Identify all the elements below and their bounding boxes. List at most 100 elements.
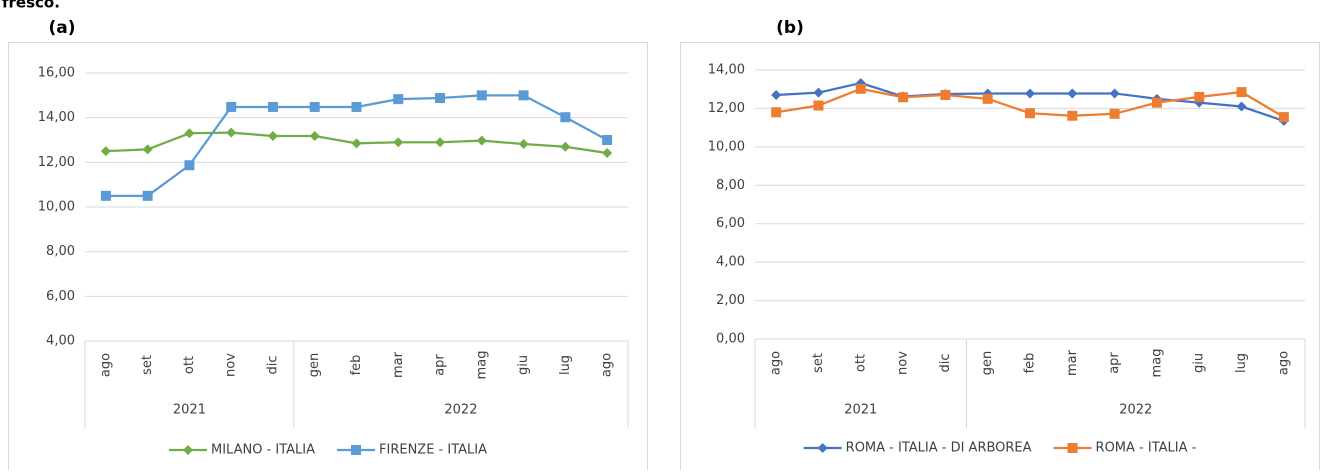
panel-label: (b) [776, 18, 804, 38]
marker [898, 92, 909, 103]
marker [100, 190, 111, 201]
marker [813, 87, 824, 98]
marker [982, 93, 993, 104]
marker [1067, 88, 1078, 99]
group-label: 2022 [1119, 403, 1152, 418]
x-tick-label: apr [1107, 352, 1122, 374]
x-tick-label: apr [433, 354, 448, 376]
marker [602, 135, 613, 145]
x-tick-label: giu [516, 355, 531, 375]
caption-fragment: fresco. [2, 0, 60, 12]
x-tick-label: lug [1234, 353, 1249, 373]
marker [1025, 108, 1035, 119]
y-tick-label: 2,00 [716, 293, 745, 308]
marker [560, 112, 571, 123]
legend-label: MILANO - ITALIA [211, 443, 315, 458]
y-tick-label: 8,00 [46, 244, 75, 259]
x-tick-label: mag [474, 351, 489, 380]
group-label: 2021 [173, 403, 206, 418]
marker [1109, 108, 1120, 119]
y-tick-label: 16,00 [38, 66, 75, 81]
x-tick-label: gen [980, 351, 995, 376]
marker [855, 83, 866, 94]
y-tick-label: 14,00 [708, 63, 745, 78]
marker [817, 443, 828, 453]
marker [100, 146, 111, 157]
x-tick-label: ago [769, 351, 784, 375]
y-tick-label: 12,00 [708, 101, 745, 116]
marker [1109, 88, 1120, 99]
marker [602, 147, 613, 158]
legend: MILANO - ITALIA FIRENZE - ITALIA [168, 443, 487, 458]
marker [351, 101, 362, 112]
x-tick-label: dic [938, 353, 953, 372]
legend-label: ROMA - ITALIA - DI ARBOREA [846, 441, 1032, 456]
marker [351, 138, 362, 149]
x-tick-label: feb [349, 355, 364, 376]
x-tick-label: dic [265, 355, 280, 374]
chart-frame [8, 42, 648, 474]
x-tick-label: lug [558, 355, 573, 375]
group-label: 2021 [844, 403, 877, 418]
x-tick-label: ago [1276, 351, 1291, 375]
marker [1025, 88, 1035, 99]
marker [267, 101, 278, 112]
marker [476, 135, 487, 146]
x-tick-label: mar [391, 351, 406, 378]
marker [393, 94, 404, 105]
x-tick-label: nov [896, 351, 911, 375]
x-tick-label: ott [853, 354, 868, 372]
y-tick-label: 14,00 [38, 110, 75, 125]
y-tick-label: 8,00 [716, 178, 745, 193]
marker [184, 128, 195, 139]
x-tick-label: mar [1065, 349, 1080, 376]
group-label: 2022 [444, 403, 477, 418]
legend-label: ROMA - ITALIA - [1096, 441, 1197, 456]
marker [1278, 112, 1289, 123]
x-tick-label: feb [1023, 353, 1038, 374]
marker [1236, 87, 1247, 98]
x-tick-label: mag [1149, 349, 1164, 378]
marker [267, 130, 278, 141]
y-tick-label: 4,00 [716, 255, 745, 270]
y-tick-label: 10,00 [38, 200, 75, 215]
x-tick-label: nov [224, 353, 239, 377]
y-tick-label: 12,00 [38, 155, 75, 170]
legend-label: FIRENZE - ITALIA [379, 443, 487, 458]
marker [476, 90, 487, 101]
x-tick-label: set [140, 355, 155, 375]
marker [940, 89, 951, 100]
marker [771, 107, 782, 118]
marker [1194, 91, 1205, 102]
marker [1067, 110, 1078, 121]
marker [309, 101, 320, 112]
y-tick-label: 6,00 [46, 289, 75, 304]
legend: ROMA - ITALIA - DI ARBOREA ROMA - ITALIA … [803, 441, 1197, 456]
marker [226, 127, 237, 138]
marker [351, 445, 362, 455]
x-tick-label: giu [1192, 353, 1207, 373]
x-tick-label: ago [600, 353, 615, 377]
marker [560, 141, 571, 152]
x-tick-label: ott [182, 356, 197, 374]
panel-label: (a) [48, 18, 75, 38]
marker [771, 89, 782, 100]
marker [518, 139, 529, 150]
y-tick-label: 6,00 [716, 216, 745, 231]
marker [142, 144, 153, 155]
x-tick-label: set [811, 353, 826, 373]
marker [393, 137, 404, 148]
marker [1236, 101, 1247, 112]
marker [1067, 443, 1078, 453]
y-tick-label: 0,00 [716, 332, 745, 347]
marker [142, 190, 153, 201]
marker [226, 101, 237, 112]
marker [1151, 97, 1162, 108]
marker [309, 130, 320, 141]
y-tick-label: 4,00 [46, 334, 75, 349]
x-tick-label: ago [98, 353, 113, 377]
chart-frame [680, 42, 1320, 474]
marker [813, 100, 824, 111]
marker [182, 445, 193, 455]
